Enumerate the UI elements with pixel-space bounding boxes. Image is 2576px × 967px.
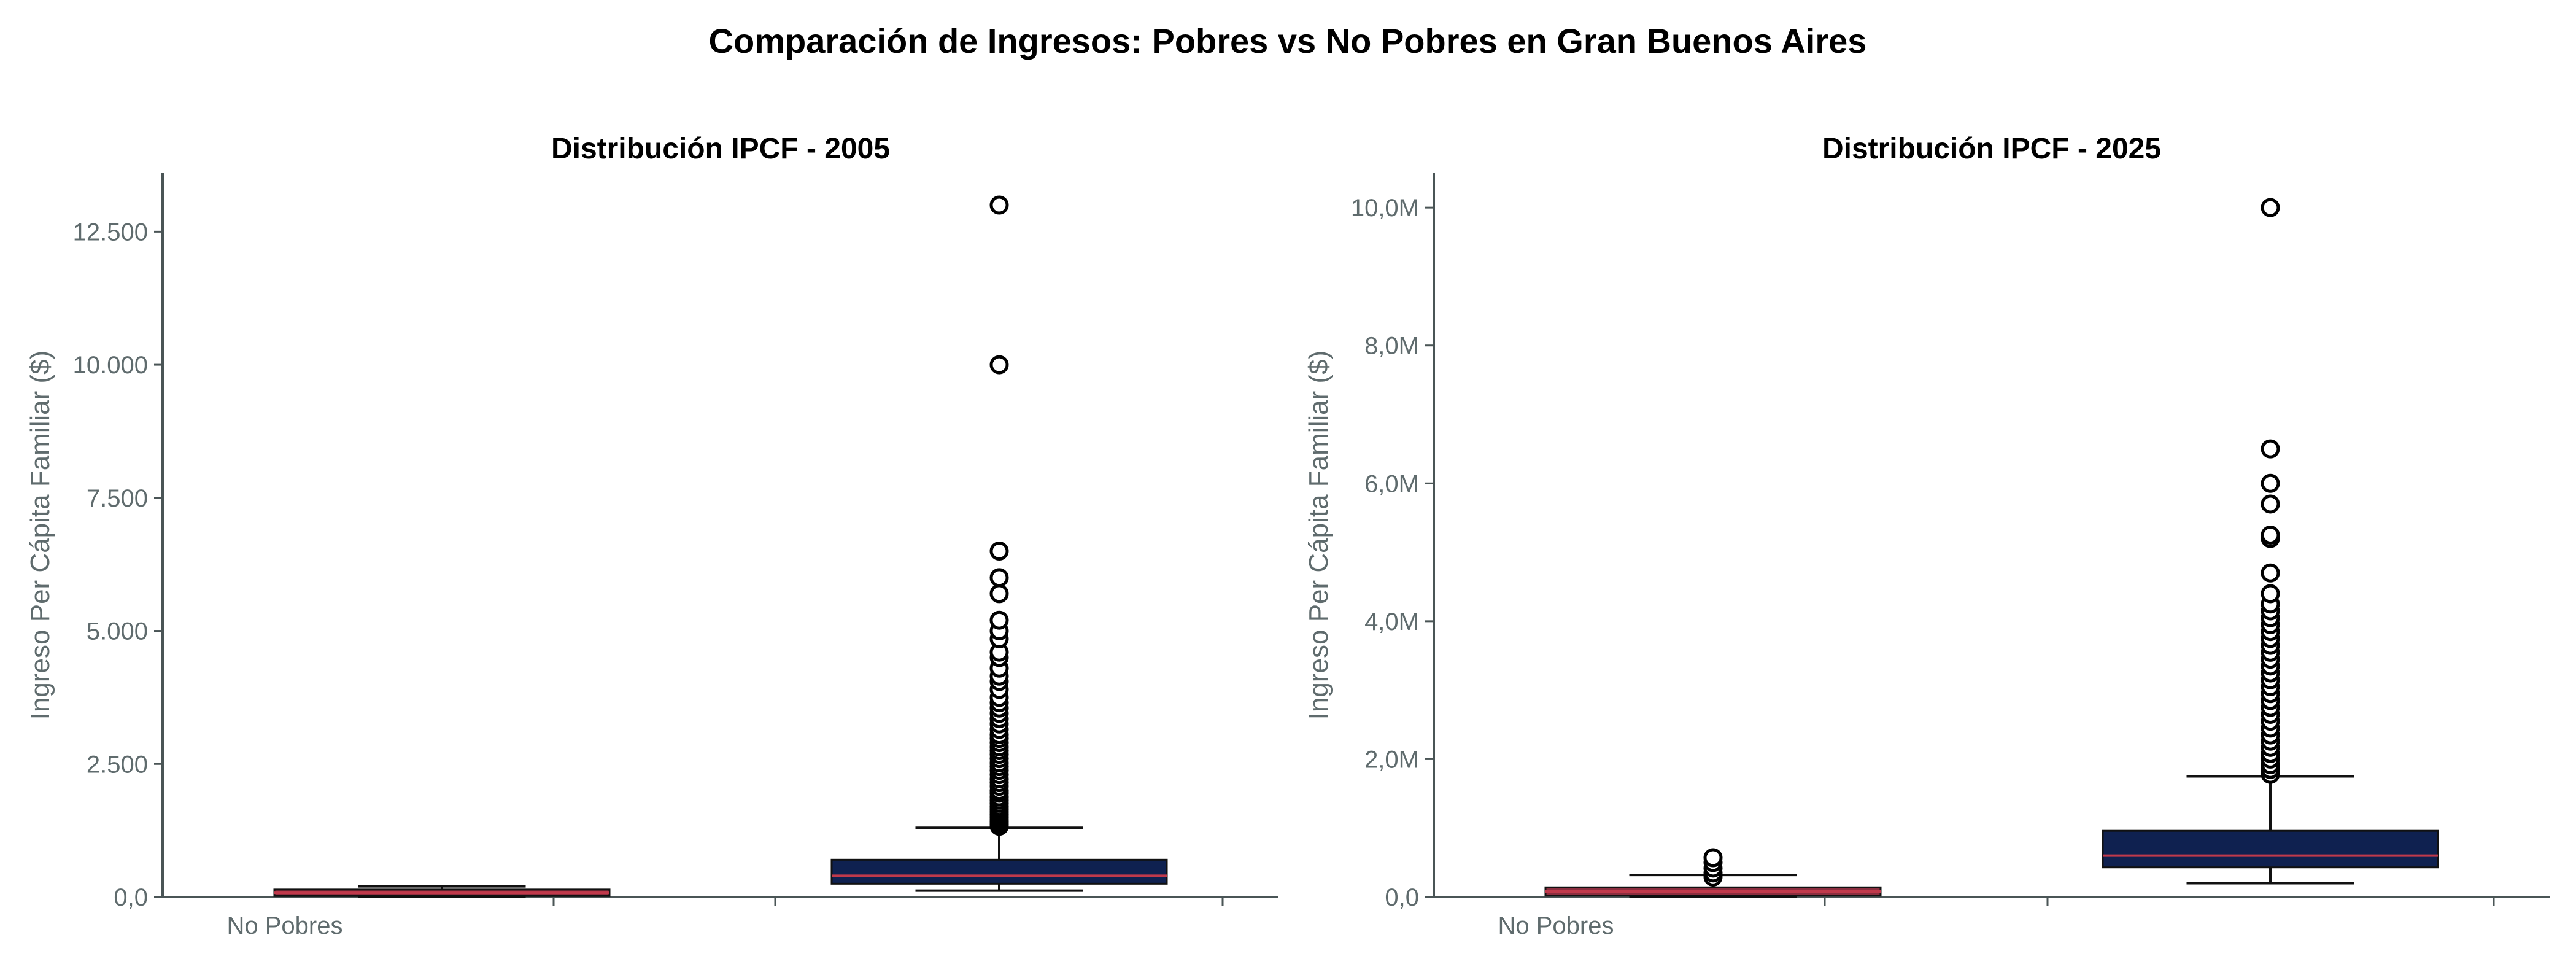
box-no-pobres [2102,198,2439,885]
outlier-point [989,568,1009,588]
y-tick-label: 0,0 [1385,884,1419,911]
y-axis-label: Ingreso Per Cápita Familiar ($) [25,351,55,720]
y-tick-label: 6,0M [1364,470,1419,497]
y-tick-label: 4,0M [1364,608,1419,635]
figure-title: Comparación de Ingresos: Pobres vs No Po… [709,21,1867,60]
panel-1: Distribución IPCF - 2005 Ingreso Per Cápi… [25,133,1278,939]
outlier-point [2261,584,2280,604]
outlier-point [2261,198,2280,217]
panel-2: Distribución IPCF - 2025 Ingreso Per Cápi… [1304,133,2550,939]
outlier-point [2261,494,2280,514]
y-tick-label: 2.500 [87,751,148,778]
outlier-point [989,584,1009,604]
y-tick-label: 2,0M [1364,746,1419,773]
outlier-point [2261,439,2280,459]
outlier-point [2261,563,2280,583]
panel-title: Distribución IPCF - 2025 [1822,133,2161,165]
box-no-pobres [830,195,1168,892]
outlier-point [989,195,1009,215]
y-tick-label: 8,0M [1364,333,1419,360]
y-tick-label: 5.000 [87,618,148,645]
y-axis-label: Ingreso Per Cápita Familiar ($) [1304,351,1334,720]
outlier-point [2261,473,2280,493]
box-iqr [2102,829,2439,869]
outlier-point [989,542,1009,561]
x-tick-label: No Pobres [227,912,343,939]
box-iqr [830,858,1168,885]
panel-title: Distribución IPCF - 2005 [551,133,890,165]
outlier-point [2261,526,2280,545]
y-tick-label: 7.500 [87,485,148,512]
box-pobres [273,885,611,898]
y-tick-label: 10,0M [1351,195,1419,222]
outlier-point [1703,848,1723,868]
box-pobres [1544,848,1882,898]
outlier-point [989,610,1009,630]
x-tick-label: No Pobres [1498,912,1614,939]
outlier-point [989,355,1009,375]
y-tick-label: 10.000 [73,352,148,379]
y-tick-label: 0,0 [114,884,148,911]
y-tick-label: 12.500 [73,219,148,246]
